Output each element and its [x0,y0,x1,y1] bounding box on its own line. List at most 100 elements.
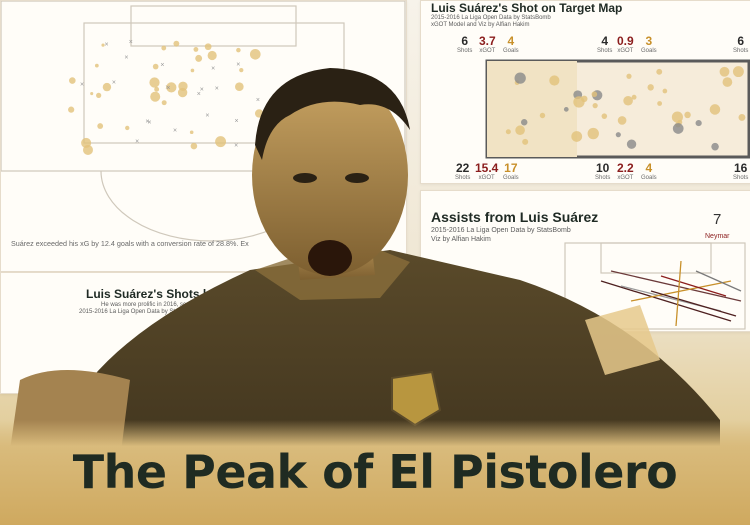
miss-marker: × [173,127,177,134]
shot-on-target-marker [563,106,569,112]
goal-marker [161,45,167,51]
shot-on-target-marker [657,101,663,106]
stat-bottom-2: 17 Goals [503,161,519,181]
head-shape [252,75,408,275]
shot-on-target-marker [520,119,528,126]
shot-on-target-marker [626,139,637,149]
stat-bottom-1: 15.4 xGOT [475,161,499,181]
shot-on-target-marker [539,112,546,119]
miss-marker: × [145,119,149,126]
shot-map-title: Luis Suárez's Shot on Target Map [431,1,623,15]
goal-marker [177,87,188,98]
goal-marker [96,92,102,98]
assists-top-value: 7 [713,211,722,228]
shot-on-target-panel: Luis Suárez's Shot on Target Map 2015-20… [420,0,750,184]
goal-marker [154,86,160,92]
shot-on-target-marker [592,102,598,109]
shot-on-target-marker [515,125,525,136]
mouth-shape [308,240,352,276]
goal-marker [152,63,159,70]
goal-marker [236,47,241,53]
goal-marker [190,68,195,73]
shot-on-target-marker [623,95,633,106]
goal-marker [195,54,203,62]
shot-markers: ××××××××××××××××××××× [68,39,264,155]
shot-on-target-marker [617,116,627,125]
pitch-caption: Suárez exceeded his xG by 12.4 goals wit… [11,239,249,248]
shot-on-target-marker [662,88,668,94]
miss-marker: × [104,42,108,49]
miss-marker: × [234,143,238,150]
assists-subtitle-1: 2015-2016 La Liga Open Data by StatsBomb [431,227,571,234]
miss-marker: × [135,138,139,145]
shot-on-target-marker [587,127,599,140]
goal-marker [190,142,198,150]
goal-marker [173,40,180,47]
shot-on-target-marker [591,91,598,98]
miss-marker: × [215,86,219,93]
goal-marker [239,67,244,73]
shot-on-target-marker [571,131,583,142]
goal-marker [97,123,104,129]
shot-map-subtitle-1: 2015-2016 La Liga Open Data by StatsBomb [431,15,551,21]
goal-marker [101,43,105,47]
miss-marker: × [147,119,151,126]
stat-top-2: 4 Goals [503,34,519,54]
miss-marker: × [200,86,204,93]
miss-marker: × [112,79,116,86]
shot-on-target-marker [711,142,719,151]
miss-marker: × [80,81,84,88]
goal-marker [189,130,194,135]
club-crest-icon [391,370,442,427]
stat-top-1: 3.7 xGOT [479,34,496,54]
monthly-subtitle-2: 2015-2016 La Liga Open Data by StatsBom [79,309,196,315]
shot-on-target-marker [695,119,702,127]
goal-marker [90,92,94,96]
headline: The Peak of El Pistolero [72,445,678,499]
stat-bottom-4: 2.2 xGOT [617,161,634,181]
shot-on-target-marker [505,129,511,135]
shot-on-target-marker [709,104,721,115]
stat-top-5: 3 Goals [641,34,657,54]
shot-on-target-marker [647,84,654,91]
goal-marker [150,91,161,102]
hair-shape [255,68,410,160]
shot-on-target-marker [549,75,560,86]
shot-on-target-marker [738,113,746,121]
goal-frame [485,59,750,159]
assists-subtitle-2: Viz by Alfian Hakim [431,236,491,243]
miss-marker: × [160,62,164,69]
goal-marker [102,82,112,92]
shot-on-target-marker [601,113,608,119]
pitch-shot-map: ××××××××××××××××××××× Suárez exceeded hi… [0,0,406,248]
goal-marker [166,82,177,93]
miss-marker: × [129,39,133,46]
miss-marker: × [236,61,240,68]
shot-on-target-marker [514,72,526,84]
shot-on-target-marker [719,66,730,77]
stat-bottom-6: 16 Shots [733,161,749,181]
goal-marker [193,46,199,52]
miss-marker: × [205,113,209,120]
shot-on-target-marker [615,132,621,138]
headline-band [0,420,750,525]
goal-shot-markers [505,66,746,151]
stat-top-4: 0.9 xGOT [617,34,634,54]
goal-marker [249,48,261,60]
shot-on-target-marker [684,111,691,119]
assists-pitch [564,242,746,330]
monthly-subtitle-1: He was more prolific in 2016, scoring [101,302,200,308]
shot-on-target-marker [581,95,588,103]
shot-on-target-marker [522,138,529,145]
goal-marker [68,106,75,113]
miss-marker: × [166,85,170,92]
goal-marker [94,63,99,68]
goal-marker [161,100,167,106]
shot-on-target-marker [626,73,632,79]
goal-marker [204,43,212,51]
miss-marker: × [124,55,128,62]
miss-marker: × [256,97,260,104]
goal-marker [125,125,130,131]
shot-on-target-marker [672,123,684,134]
shot-on-target-marker [656,68,663,75]
